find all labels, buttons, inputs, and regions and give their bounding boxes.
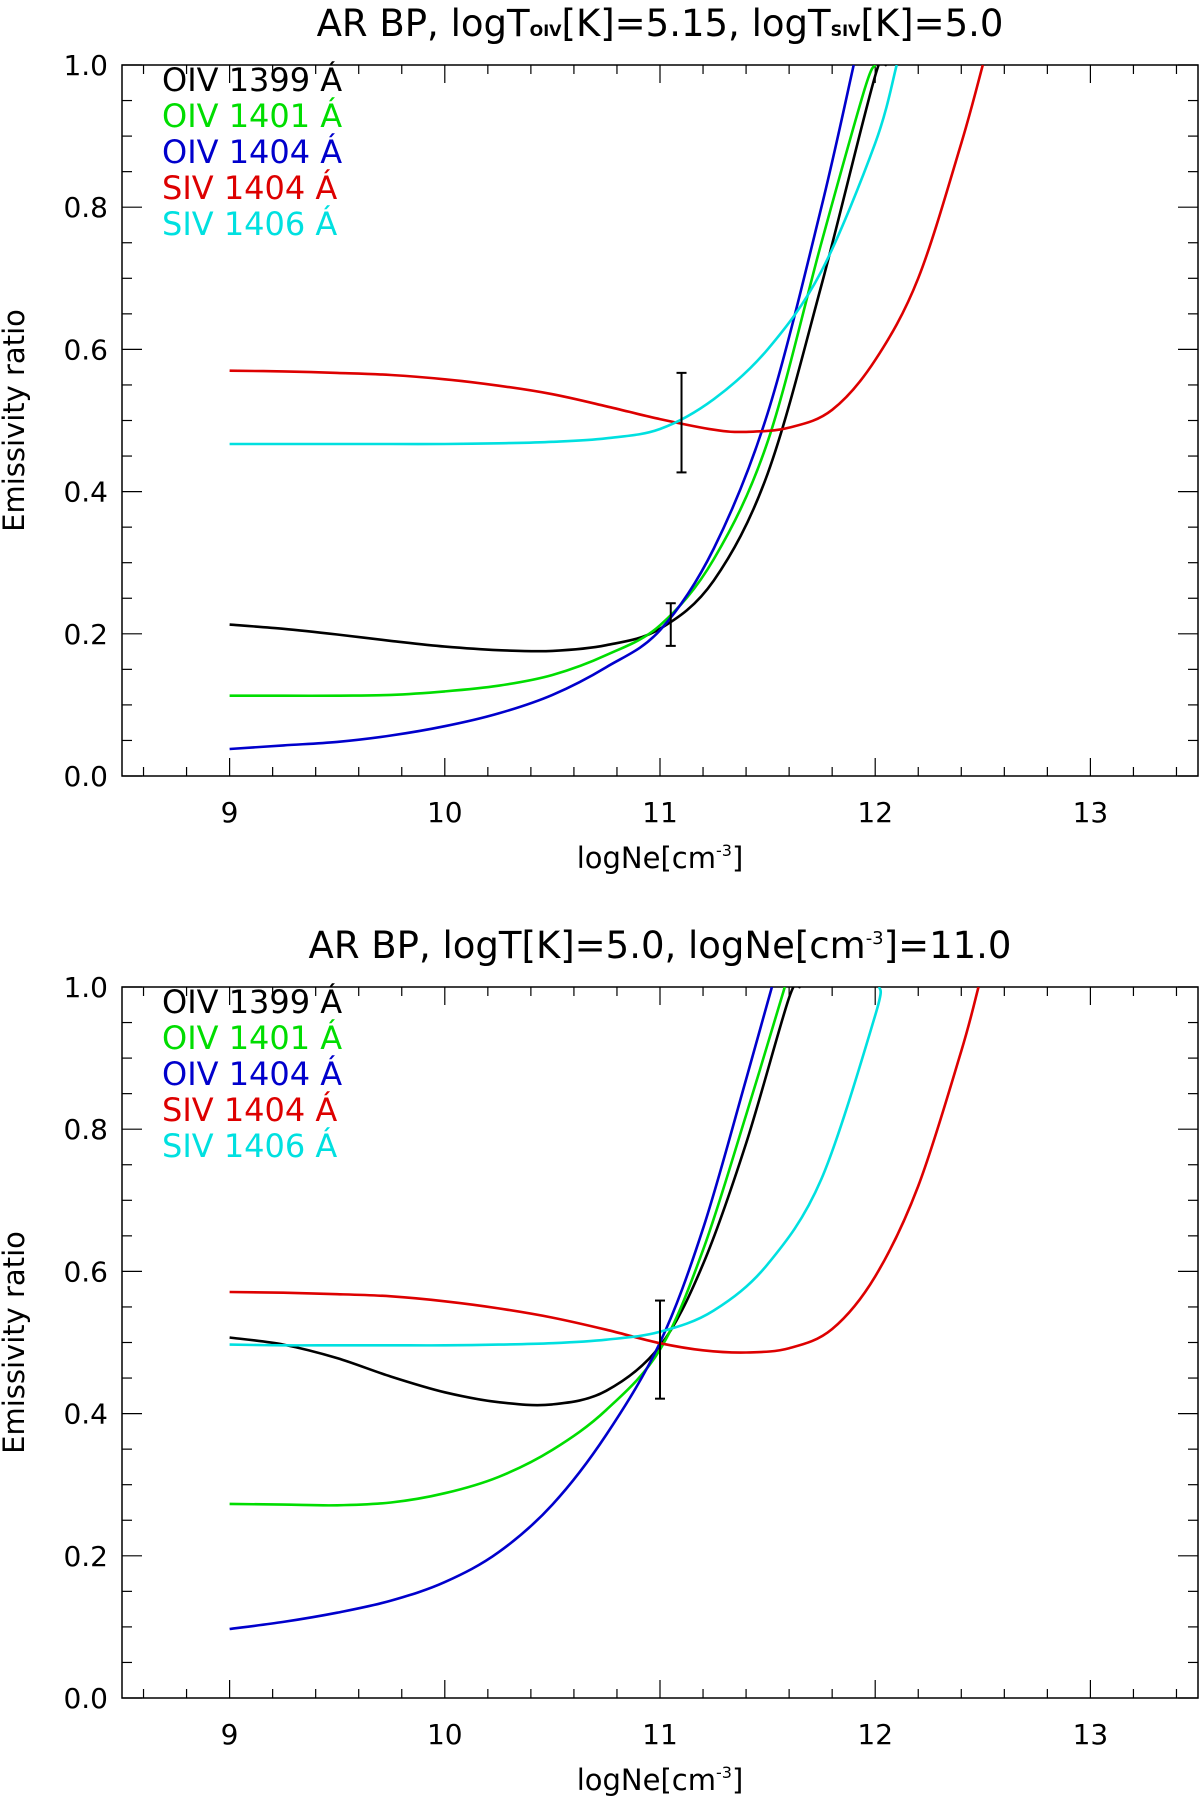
x-tick-label: 13: [1073, 796, 1109, 829]
x-axis-label-text: ]: [732, 1763, 743, 1797]
y-tick-label: 0.4: [63, 1398, 108, 1431]
x-axis-label-superscript: -3: [716, 1763, 732, 1782]
series-line-5: [229, 987, 883, 1347]
series-line-4: [229, 987, 980, 1354]
chart-title: AR BP, logT[K]=5.0, logNe[cm-3]=11.0: [309, 924, 1012, 967]
y-tick-label: 0.0: [63, 1682, 108, 1715]
x-tick-label: 12: [857, 1718, 893, 1751]
series-line-1: [229, 987, 802, 1407]
legend-entry-2: OIV 1401 Á: [162, 97, 342, 135]
x-tick-label: 13: [1073, 1718, 1109, 1751]
title-text: AR BP, logT[K]=5.0, logNe[cm: [309, 924, 866, 967]
series-line-3: [229, 65, 855, 751]
y-tick-label: 0.6: [63, 333, 108, 366]
y-axis-label: Emissivity ratio: [0, 309, 31, 532]
y-tick-label: 0.4: [63, 476, 108, 509]
series-line-5: [229, 65, 898, 446]
x-axis-label-superscript: -3: [716, 841, 732, 860]
legend-entry-5: SIV 1406 Á: [162, 1127, 337, 1165]
title-text: [K]=5.15, logT: [562, 2, 831, 45]
chart-panel-2: 9 10 11 12 13 0.0 0.2 0.4 0.6 0.8 1.0 AR BP, logT[K…: [0, 924, 1199, 1797]
x-axis-label-text: ]: [732, 841, 743, 875]
chart-title: AR BP, logTOIV[K]=5.15, logTSIV[K]=5.0: [317, 2, 1004, 45]
series-line-2: [229, 987, 787, 1507]
title-superscript: -3: [866, 928, 884, 949]
series-group: [229, 987, 980, 1631]
x-axis-label: logNe[cm-3]: [577, 1763, 744, 1797]
legend-entry-4: SIV 1404 Á: [162, 169, 337, 207]
title-text: ]=11.0: [884, 924, 1012, 967]
y-tick-label: 0.8: [63, 1113, 108, 1146]
legend-entry-3: OIV 1404 Á: [162, 133, 342, 171]
series-line-3: [229, 987, 774, 1631]
x-tick-label: 11: [642, 796, 678, 829]
x-tick-label: 12: [857, 796, 893, 829]
x-axis-label-text: logNe[cm: [577, 841, 716, 875]
x-tick-label: 9: [221, 1718, 239, 1751]
y-axis-label: Emissivity ratio: [0, 1231, 31, 1454]
legend-entry-1: OIV 1399 Á: [162, 983, 342, 1021]
x-tick-label: 10: [427, 1718, 463, 1751]
series-group: [229, 65, 985, 751]
series-line-4: [229, 65, 985, 434]
y-tick-label: 0.8: [63, 191, 108, 224]
y-tick-label: 1.0: [63, 49, 108, 82]
legend-entry-5: SIV 1406 Á: [162, 205, 337, 243]
title-subscript: SIV: [831, 21, 861, 40]
y-tick-label: 0.6: [63, 1255, 108, 1288]
legend-entry-4: SIV 1404 Á: [162, 1091, 337, 1129]
legend-entry-2: OIV 1401 Á: [162, 1019, 342, 1057]
legend-entry-1: OIV 1399 Á: [162, 61, 342, 99]
y-tick-label: 0.0: [63, 760, 108, 793]
legend-entry-3: OIV 1404 Á: [162, 1055, 342, 1093]
chart-panel-1: 9 10 11 12 130.00.20.40.60.81.0AR BP, logTOI…: [0, 2, 1199, 875]
y-tick-label: 0.2: [63, 1540, 108, 1573]
x-axis-label-text: logNe[cm: [577, 1763, 716, 1797]
x-axis-label: logNe[cm-3]: [577, 841, 744, 875]
title-text: [K]=5.0: [860, 2, 1003, 45]
x-tick-label: 10: [427, 796, 463, 829]
title-text: AR BP, logT: [317, 2, 530, 45]
x-tick-label: 9: [221, 796, 239, 829]
y-tick-label: 1.0: [63, 971, 108, 1004]
y-tick-label: 0.2: [63, 618, 108, 651]
series-line-2: [229, 65, 877, 698]
x-tick-label: 11: [642, 1718, 678, 1751]
title-subscript: OIV: [530, 21, 563, 40]
